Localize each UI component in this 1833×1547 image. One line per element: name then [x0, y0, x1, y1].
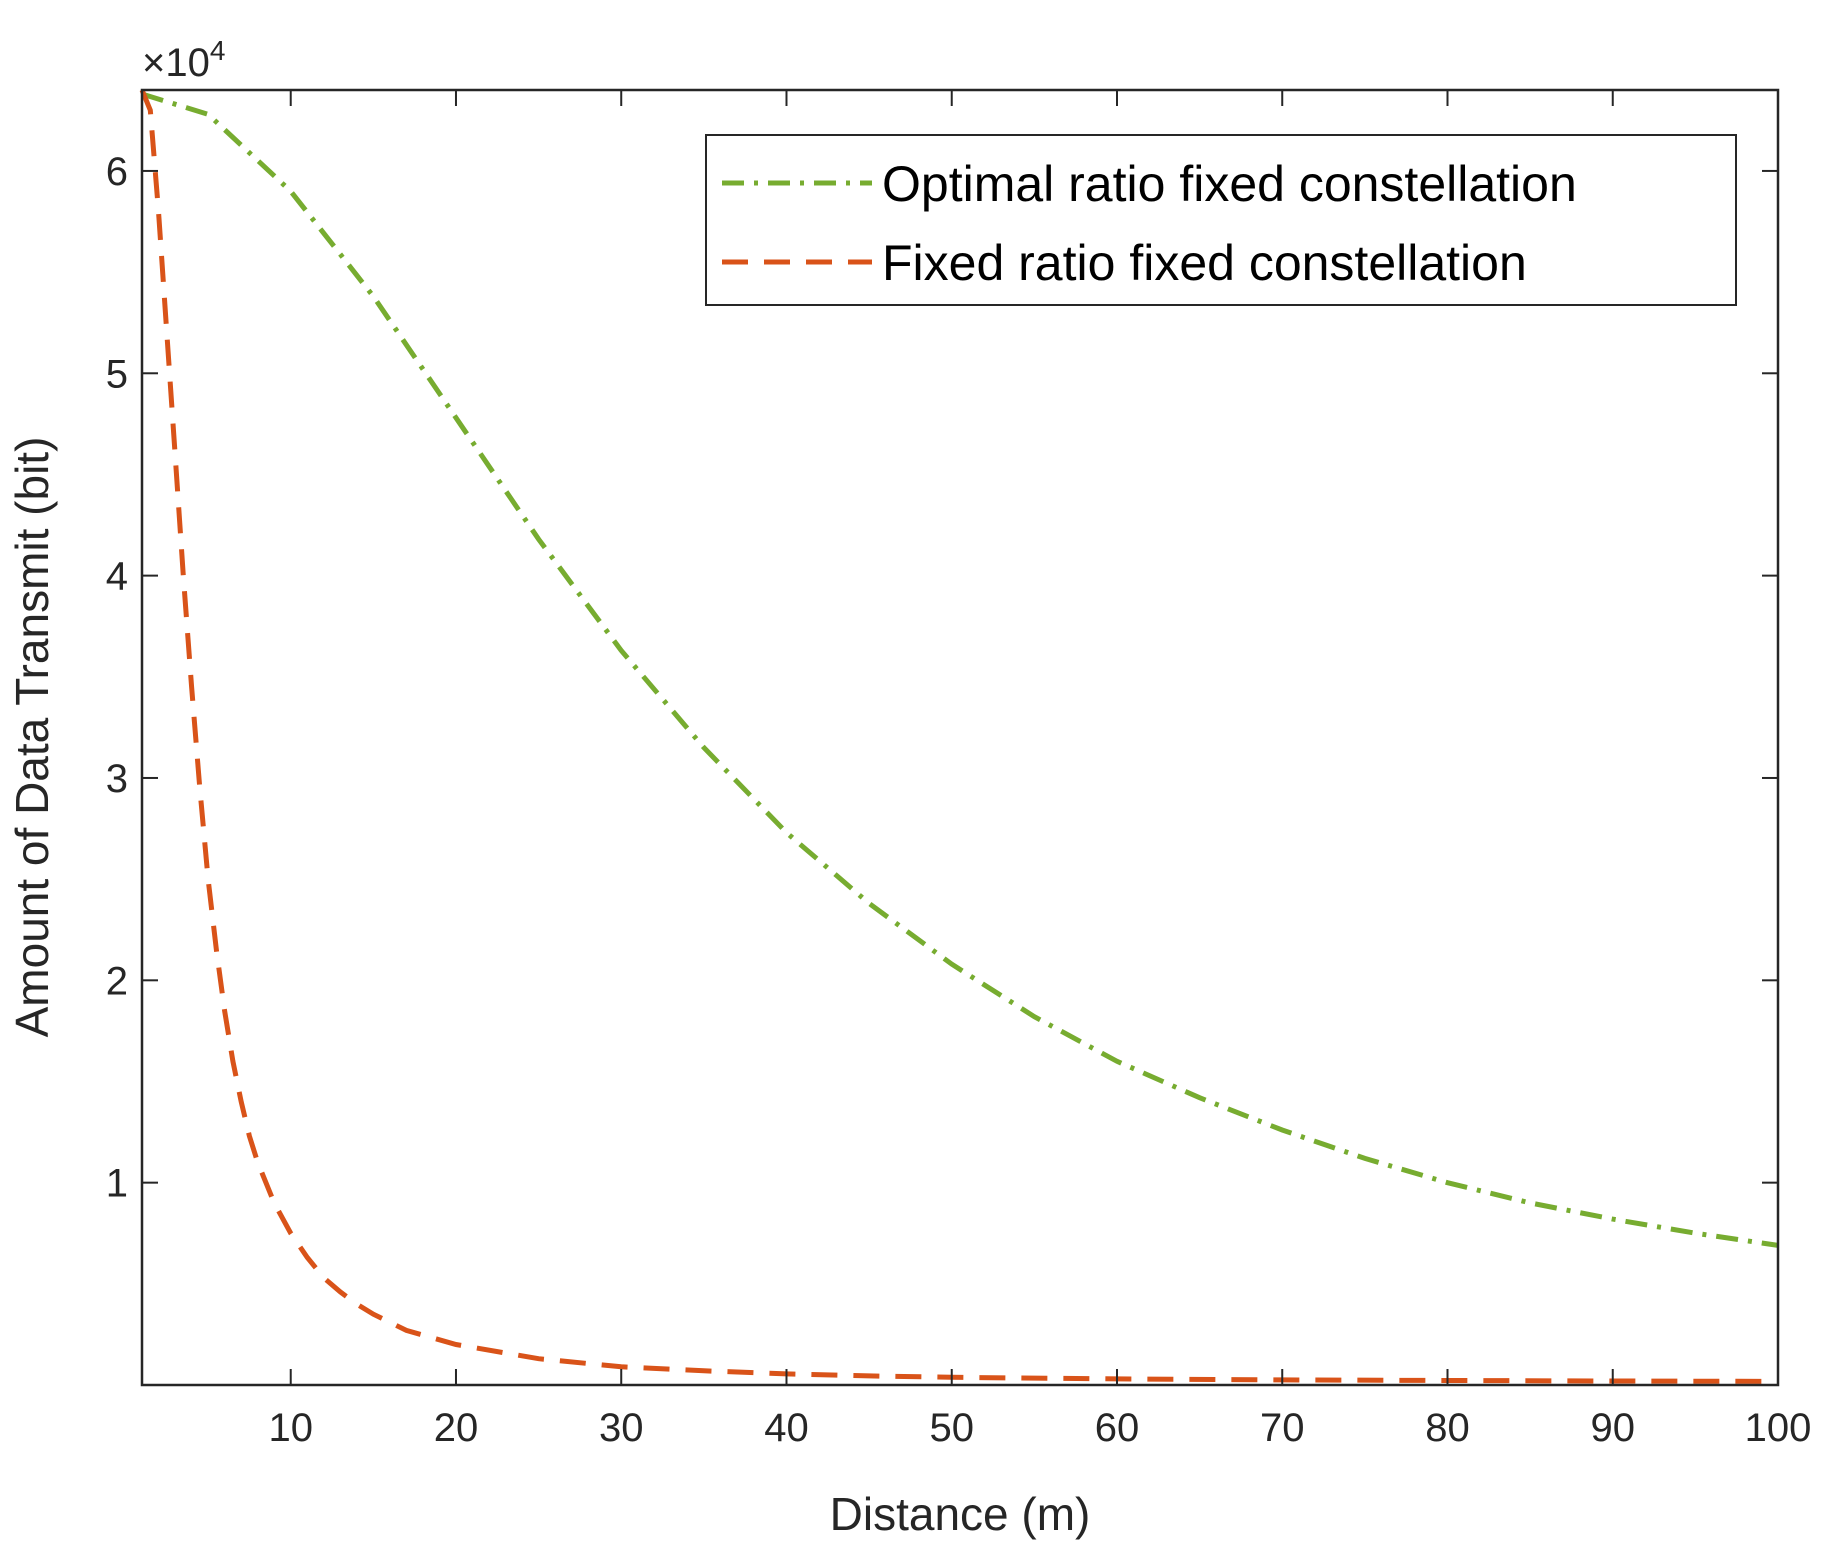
y-exponent-power: 4 — [210, 35, 226, 66]
y-tick-label: 5 — [106, 352, 128, 396]
x-tick-label: 80 — [1425, 1406, 1470, 1450]
axes-box — [140, 88, 1780, 1387]
x-tick-label: 20 — [434, 1406, 479, 1450]
legend-label-fixed: Fixed ratio fixed constellation — [882, 235, 1527, 291]
y-exponent-base: 10 — [165, 41, 210, 85]
x-tick-label: 90 — [1590, 1406, 1635, 1450]
x-tick-label: 10 — [268, 1406, 313, 1450]
y-tick-label: 6 — [106, 150, 128, 194]
y-axis-title: Amount of Data Transmit (bit) — [6, 437, 58, 1038]
y-exponent-times: × — [142, 41, 165, 85]
y-tick-label: 4 — [106, 555, 128, 599]
x-axis-title: Distance (m) — [830, 1488, 1091, 1540]
x-tick-label: 60 — [1095, 1406, 1140, 1450]
legend-label-optimal: Optimal ratio fixed constellation — [882, 156, 1577, 212]
series-layer — [139, 89, 1779, 1384]
x-tick-label: 100 — [1745, 1406, 1812, 1450]
x-tick-label: 30 — [599, 1406, 644, 1450]
y-tick-label: 2 — [106, 959, 128, 1003]
ticks-layer: 10 20 30 40 50 60 70 80 90 100 1 2 3 4 5 6 — [106, 90, 1812, 1450]
x-tick-label: 50 — [929, 1406, 974, 1450]
series-line-optimal — [141, 91, 1779, 1248]
legend-box — [705, 134, 1737, 306]
x-tick-label: 40 — [764, 1406, 809, 1450]
y-exponent-label: ×104 — [142, 35, 225, 85]
x-tick-label: 70 — [1260, 1406, 1305, 1450]
y-tick-label: 1 — [106, 1162, 128, 1206]
y-tick-label: 3 — [106, 757, 128, 801]
legend: Optimal ratio fixed constellation Fixed … — [705, 134, 1737, 306]
series-line-fixed — [139, 89, 1779, 1384]
